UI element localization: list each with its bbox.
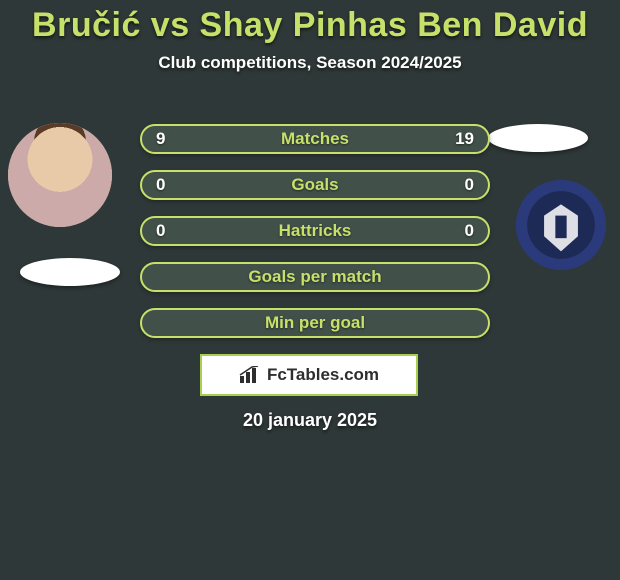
player-flag-right bbox=[488, 124, 588, 152]
crest-tower bbox=[555, 216, 566, 239]
stat-pill: 0 Goals 0 bbox=[140, 170, 490, 200]
stat-label: Goals bbox=[291, 175, 338, 195]
page-title: Bručić vs Shay Pinhas Ben David bbox=[0, 0, 620, 45]
player-photo-left bbox=[8, 123, 112, 227]
stat-pill: Goals per match bbox=[140, 262, 490, 292]
subtitle: Club competitions, Season 2024/2025 bbox=[0, 53, 620, 73]
player-face-placeholder bbox=[8, 123, 112, 227]
club-crest-right bbox=[514, 178, 608, 272]
bar-chart-icon bbox=[239, 366, 261, 384]
date-label: 20 january 2025 bbox=[0, 410, 620, 431]
stat-label: Goals per match bbox=[248, 267, 381, 287]
stat-value-right: 19 bbox=[455, 126, 474, 152]
watermark: FcTables.com bbox=[200, 354, 418, 396]
stat-pill: Min per goal bbox=[140, 308, 490, 338]
player-flag-left bbox=[20, 258, 120, 286]
stat-value-right: 0 bbox=[465, 172, 474, 198]
stat-value-right: 0 bbox=[465, 218, 474, 244]
stat-value-left: 9 bbox=[156, 126, 165, 152]
stat-label: Hattricks bbox=[279, 221, 352, 241]
stat-label: Min per goal bbox=[265, 313, 365, 333]
stat-value-left: 0 bbox=[156, 218, 165, 244]
stat-pill: 0 Hattricks 0 bbox=[140, 216, 490, 246]
stat-pill: 9 Matches 19 bbox=[140, 124, 490, 154]
stat-label: Matches bbox=[281, 129, 349, 149]
crest-svg bbox=[514, 178, 608, 272]
watermark-text: FcTables.com bbox=[267, 365, 379, 385]
stat-value-left: 0 bbox=[156, 172, 165, 198]
stat-pill-list: 9 Matches 19 0 Goals 0 0 Hattricks 0 Goa… bbox=[140, 124, 490, 354]
comparison-card: Bručić vs Shay Pinhas Ben David Club com… bbox=[0, 0, 620, 580]
